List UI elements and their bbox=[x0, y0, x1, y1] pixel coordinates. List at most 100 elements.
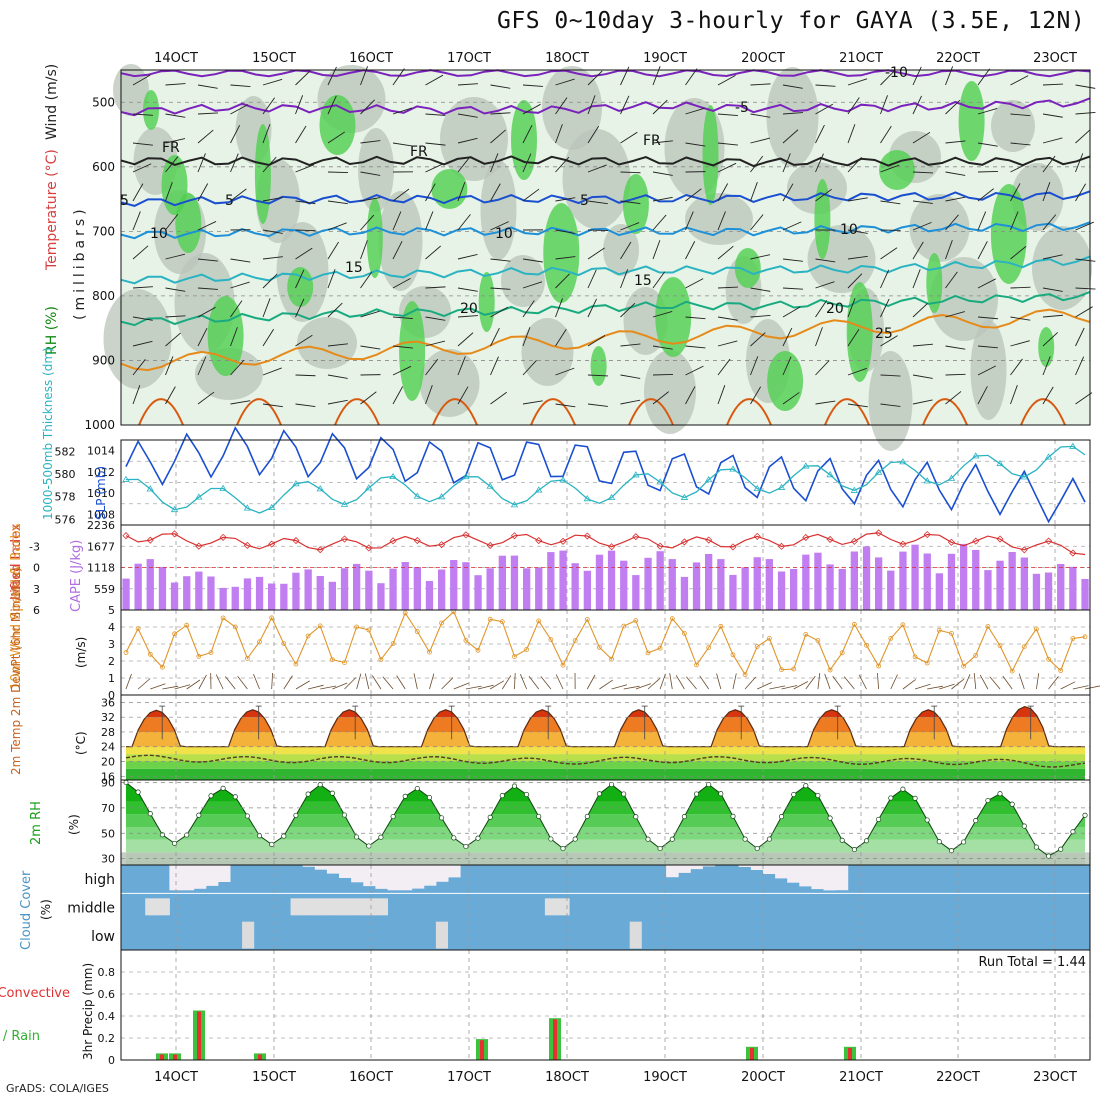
cloud-low-gap bbox=[436, 922, 448, 949]
cape-bar bbox=[681, 577, 688, 610]
cape-bar bbox=[875, 557, 882, 610]
cloud-low-gap bbox=[242, 922, 254, 949]
rh-shade-green bbox=[543, 203, 579, 303]
precip-convective-label: Convective bbox=[0, 986, 70, 1001]
rh-marker bbox=[731, 814, 735, 818]
surface-wind-barb bbox=[150, 684, 165, 689]
cape-bar bbox=[705, 554, 712, 610]
surface-wind-barb bbox=[1036, 673, 1038, 689]
precip-convective-bar bbox=[258, 1055, 262, 1061]
cape-bar bbox=[863, 547, 870, 611]
cape-bar bbox=[341, 568, 348, 610]
cape-bar bbox=[887, 571, 894, 610]
surface-wind-barb bbox=[138, 679, 150, 690]
surface-wind-barb bbox=[686, 677, 696, 689]
rh-marker bbox=[913, 796, 917, 800]
surface-wind-barb bbox=[1061, 682, 1075, 689]
cape-bar bbox=[487, 568, 494, 610]
cloud-high-gap bbox=[836, 865, 849, 890]
cape-bar bbox=[632, 575, 639, 610]
wind-speed-line bbox=[126, 612, 1085, 675]
temp-band bbox=[121, 695, 1090, 717]
cloud-high-gap bbox=[218, 865, 231, 882]
precip-convective-bar bbox=[480, 1040, 484, 1060]
rh-shade-grey bbox=[104, 289, 172, 389]
contour-label: 20 bbox=[460, 301, 478, 317]
rh-marker bbox=[537, 814, 541, 818]
top-time-label: 14OCT bbox=[154, 51, 198, 66]
cloud-bg bbox=[121, 865, 1090, 950]
temp-tick-label: 24 bbox=[101, 741, 115, 754]
cloud-mid-gap bbox=[339, 898, 352, 915]
surface-wind-barb bbox=[670, 673, 673, 689]
wind-axis-label: Wind (m/s) bbox=[44, 64, 60, 140]
rh-tick-label: 70 bbox=[101, 802, 115, 815]
cape-tick-label: 559 bbox=[94, 583, 115, 596]
cape-bar bbox=[996, 561, 1003, 610]
cape-bar bbox=[1045, 573, 1052, 611]
cape-bar bbox=[802, 555, 809, 610]
rh-shade-green bbox=[1038, 327, 1054, 367]
pressure-tick-label: 800 bbox=[92, 289, 115, 303]
rh-marker bbox=[901, 787, 905, 791]
cape-bar bbox=[414, 567, 421, 610]
rh-shade-grey bbox=[420, 349, 480, 417]
surface-wind-barb bbox=[296, 681, 310, 689]
rh-band-group bbox=[121, 780, 1090, 865]
contour-label: 5 bbox=[225, 193, 234, 209]
precip-tick-label: 0.8 bbox=[98, 966, 116, 979]
cape-bar bbox=[499, 556, 506, 610]
pressure-tick-label: 700 bbox=[92, 224, 115, 238]
rh-marker bbox=[391, 814, 395, 818]
thickness-line bbox=[126, 446, 1085, 513]
rh-marker bbox=[221, 786, 225, 790]
cape-bar bbox=[305, 569, 312, 610]
footer-credit: GrADS: COLA/IGES bbox=[6, 1082, 109, 1095]
cape-bar bbox=[147, 559, 154, 610]
rh-shade-green bbox=[879, 150, 915, 190]
run-total-label: Run Total = 1.44 bbox=[978, 955, 1086, 970]
surface-wind-barb bbox=[660, 674, 665, 689]
rh-marker bbox=[367, 844, 371, 848]
precip-convective-bar bbox=[160, 1055, 164, 1061]
cape-tick-label: 1118 bbox=[87, 562, 115, 575]
contour-label: FR bbox=[162, 140, 180, 156]
surface-wind-barb bbox=[612, 685, 627, 689]
cape-bar bbox=[159, 567, 166, 610]
rh-marker bbox=[949, 849, 953, 853]
cape-bar bbox=[559, 551, 566, 610]
cape-bar bbox=[924, 554, 931, 611]
rh-shade-grey bbox=[563, 129, 631, 229]
rh-marker bbox=[889, 796, 893, 800]
cape-bar bbox=[389, 569, 396, 610]
thickness-tick-label: 582 bbox=[55, 445, 76, 458]
rh-marker bbox=[439, 816, 443, 820]
cape-axis-label: CAPE (J/kg) bbox=[69, 540, 84, 612]
rh-marker bbox=[804, 784, 808, 788]
surface-wind-barb bbox=[833, 676, 843, 689]
cape-bar bbox=[511, 556, 518, 610]
surface-wind-barb bbox=[514, 673, 515, 689]
cloud-high-gap bbox=[327, 865, 340, 874]
rh-shade-grey bbox=[685, 193, 753, 245]
cape-bar bbox=[462, 562, 469, 610]
cape-bar bbox=[620, 561, 627, 610]
cloud-high-gap bbox=[206, 865, 219, 886]
top-time-label: 23OCT bbox=[1033, 51, 1077, 66]
cloud-high-gap bbox=[787, 865, 800, 883]
rh-shade-green bbox=[959, 81, 985, 161]
surface-wind-barb bbox=[254, 674, 260, 689]
cloud-high-gap bbox=[436, 865, 449, 882]
cloud-high-gap bbox=[315, 865, 328, 870]
cloud-high-gap bbox=[763, 865, 776, 874]
panel-frame bbox=[121, 950, 1090, 1060]
rh-shade-green bbox=[208, 296, 244, 376]
cape-tick-label: 2236 bbox=[87, 519, 115, 532]
rh-marker bbox=[233, 795, 237, 799]
precip-tick-label: 0.4 bbox=[98, 1010, 116, 1023]
rh-marker bbox=[524, 792, 528, 796]
surface-wind-barb bbox=[980, 675, 988, 689]
surface-wind-barb bbox=[733, 673, 736, 689]
rh-shade-green bbox=[847, 282, 873, 382]
cloud-high-gap bbox=[775, 865, 788, 878]
